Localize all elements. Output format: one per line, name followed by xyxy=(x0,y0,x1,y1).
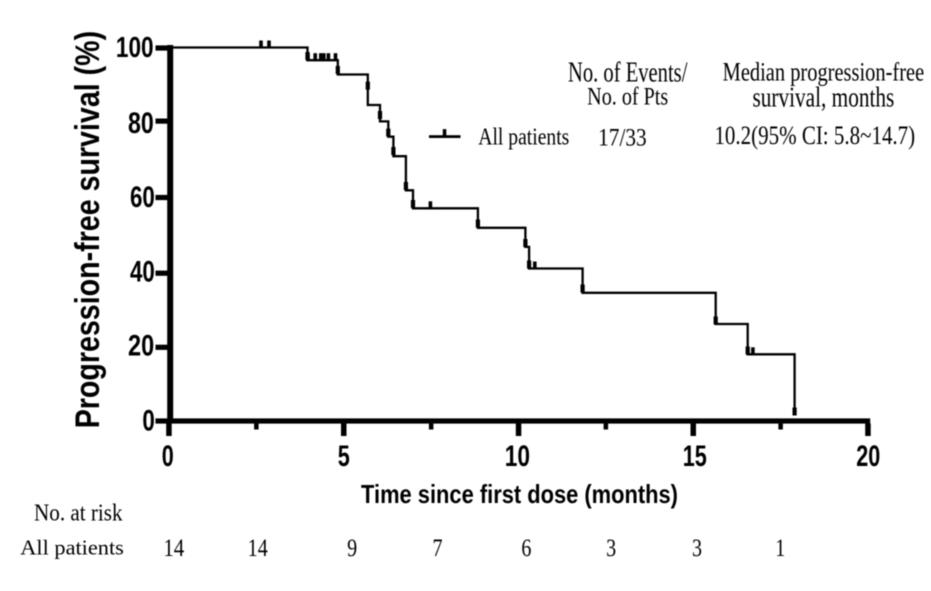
svg-text:3: 3 xyxy=(606,534,616,562)
svg-text:17/33: 17/33 xyxy=(598,124,647,152)
svg-text:15: 15 xyxy=(683,438,707,472)
svg-text:40: 40 xyxy=(130,254,155,288)
svg-text:Median progression-free: Median progression-free xyxy=(723,58,925,87)
svg-text:All patients: All patients xyxy=(20,536,124,559)
svg-text:All patients: All patients xyxy=(478,122,569,150)
svg-text:60: 60 xyxy=(130,180,155,214)
svg-text:7: 7 xyxy=(432,534,442,562)
svg-text:9: 9 xyxy=(347,534,357,562)
svg-text:0: 0 xyxy=(162,438,174,472)
svg-text:No. at risk: No. at risk xyxy=(34,499,123,526)
svg-text:No. of Events/: No. of Events/ xyxy=(568,57,688,88)
svg-text:20: 20 xyxy=(128,329,154,362)
svg-text:No. of Pts: No. of Pts xyxy=(587,83,668,111)
svg-text:14: 14 xyxy=(248,534,269,562)
svg-text:6: 6 xyxy=(521,534,531,562)
svg-text:80: 80 xyxy=(128,106,154,139)
svg-text:Time since first dose (months): Time since first dose (months) xyxy=(361,480,678,509)
svg-text:10.2(95% CI: 5.8~14.7): 10.2(95% CI: 5.8~14.7) xyxy=(714,122,915,151)
svg-text:5: 5 xyxy=(338,438,350,472)
svg-text:Progression-free survival (%): Progression-free survival (%) xyxy=(68,31,107,428)
svg-text:100: 100 xyxy=(116,33,154,64)
svg-text:10: 10 xyxy=(505,439,530,473)
svg-text:1: 1 xyxy=(775,534,785,562)
svg-text:0: 0 xyxy=(142,403,154,437)
svg-text:20: 20 xyxy=(856,438,880,472)
svg-text:3: 3 xyxy=(692,534,702,562)
svg-text:14: 14 xyxy=(163,534,184,562)
svg-text:survival, months: survival, months xyxy=(752,83,894,113)
